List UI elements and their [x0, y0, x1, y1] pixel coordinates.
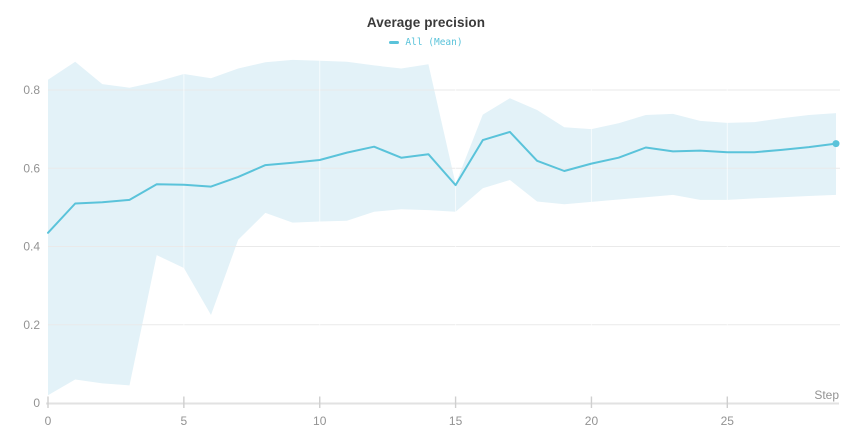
x-tick-label: 0 — [45, 414, 52, 428]
last-point-marker[interactable] — [832, 140, 840, 148]
y-tick-label: 0 — [33, 396, 40, 410]
y-tick-label: 0.2 — [23, 318, 40, 332]
x-axis-title: Step — [814, 388, 839, 402]
x-tick-label: 20 — [585, 414, 599, 428]
confidence-band — [48, 59, 836, 396]
legend-label: All (Mean) — [405, 37, 463, 48]
y-tick-label: 0.4 — [23, 240, 40, 254]
y-tick-label: 0.8 — [23, 83, 40, 97]
x-tick-label: 15 — [449, 414, 463, 428]
mean-line — [47, 130, 837, 234]
legend-line-swatch — [389, 41, 400, 44]
chart-title: Average precision — [366, 15, 486, 30]
y-tick-label: 0.6 — [23, 161, 40, 175]
x-tick-label: 5 — [181, 414, 188, 428]
x-tick-label: 10 — [313, 414, 327, 428]
legend: All (Mean) — [0, 37, 852, 48]
x-tick-label: 25 — [721, 414, 735, 428]
